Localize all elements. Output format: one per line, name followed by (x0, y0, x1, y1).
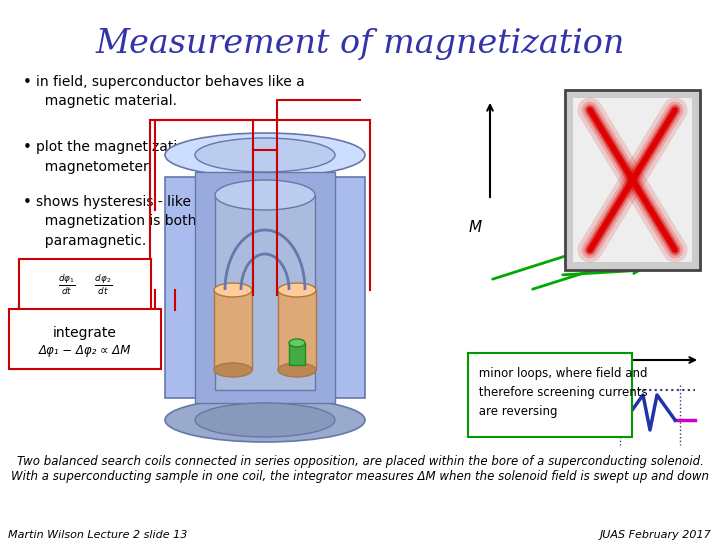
Ellipse shape (214, 283, 252, 297)
Bar (573, 98, 692, 262)
Ellipse shape (165, 398, 365, 442)
Bar (165, 177, 365, 398)
FancyBboxPatch shape (9, 309, 161, 369)
Bar (565, 90, 700, 270)
Ellipse shape (214, 363, 252, 377)
Text: plot the magnetization curve using a
  magnetometer.: plot the magnetization curve using a mag… (36, 140, 292, 173)
FancyBboxPatch shape (19, 259, 151, 311)
Text: With a superconducting sample in one coil, the integrator measures ΔM when the s: With a superconducting sample in one coi… (11, 470, 709, 483)
Ellipse shape (278, 283, 316, 297)
Text: Two balanced search coils connected in series opposition, are placed within the : Two balanced search coils connected in s… (17, 455, 703, 468)
Ellipse shape (289, 339, 305, 347)
Bar (214, 290, 252, 370)
Bar (215, 195, 315, 390)
Bar (289, 343, 305, 365)
Text: M: M (469, 220, 482, 235)
Bar (195, 172, 335, 403)
Ellipse shape (195, 138, 335, 172)
Text: •: • (23, 75, 32, 90)
Ellipse shape (165, 133, 365, 177)
Ellipse shape (278, 363, 316, 377)
Text: $\frac{d\varphi_1}{dt}$     $\frac{d\varphi_2}{dt}$: $\frac{d\varphi_1}{dt}$ $\frac{d\varphi_… (58, 273, 112, 297)
Text: •: • (23, 140, 32, 155)
Text: Martin Wilson Lecture 2 slide 13: Martin Wilson Lecture 2 slide 13 (8, 530, 187, 540)
Text: integrate: integrate (53, 326, 117, 340)
Text: •: • (23, 195, 32, 210)
Text: B: B (595, 353, 605, 368)
Ellipse shape (195, 403, 335, 437)
FancyBboxPatch shape (468, 353, 632, 437)
Ellipse shape (215, 180, 315, 210)
Text: in field, superconductor behaves like a
  magnetic material.: in field, superconductor behaves like a … (36, 75, 305, 109)
Text: Measurement of magnetization: Measurement of magnetization (95, 28, 625, 60)
Text: Δφ₁ − Δφ₂ ∝ ΔM: Δφ₁ − Δφ₂ ∝ ΔM (39, 344, 131, 357)
Text: JUAS February 2017: JUAS February 2017 (600, 530, 712, 540)
Text: shows hysteresis - like iron but
  magnetization is both diamagnetic and
  param: shows hysteresis - like iron but magneti… (36, 195, 318, 248)
Text: minor loops, where field and
 therefore screening currents
 are reversing: minor loops, where field and therefore s… (475, 367, 647, 418)
Bar (278, 290, 316, 370)
